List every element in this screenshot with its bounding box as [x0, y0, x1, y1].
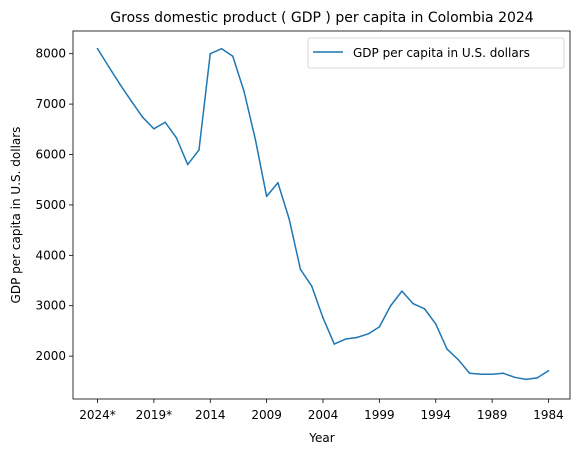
x-axis-label: Year — [308, 431, 334, 445]
data-point — [198, 149, 200, 151]
x-tick-label: 2009 — [251, 408, 282, 422]
x-tick-label: 2024* — [79, 408, 116, 422]
plot-area — [72, 30, 571, 400]
data-point — [232, 55, 234, 58]
data-point — [344, 338, 347, 340]
data-point — [175, 137, 178, 139]
y-tick-label: 4000 — [35, 248, 66, 262]
data-point — [446, 348, 448, 350]
x-tick-label: 1994 — [420, 408, 451, 422]
data-point — [299, 268, 302, 271]
data-point — [164, 121, 166, 124]
data-point — [130, 100, 133, 102]
data-point — [412, 302, 415, 305]
data-point — [153, 127, 155, 130]
data-point — [209, 52, 212, 55]
data-point — [310, 285, 313, 287]
data-point — [367, 333, 369, 335]
data-point — [513, 376, 516, 379]
y-axis-label: GDP per capita in U.S. dollars — [9, 127, 23, 304]
x-axis: 2024* 2019* 2014 2009 2004 1999 1994 1989 1984 — [79, 399, 564, 422]
data-point — [254, 138, 257, 141]
y-tick-label: 8000 — [35, 47, 66, 61]
x-tick-label: 2014 — [195, 408, 226, 422]
data-point — [389, 304, 392, 307]
legend: GDP per capita in U.S. dollars — [307, 37, 565, 69]
y-tick-label: 2000 — [35, 349, 66, 363]
data-point — [536, 377, 539, 379]
data-point — [96, 47, 99, 50]
data-point — [401, 290, 403, 292]
data-point — [468, 372, 471, 375]
x-tick-label: 1999 — [364, 408, 395, 422]
data-point — [356, 336, 358, 339]
y-tick-label: 7000 — [35, 97, 66, 111]
x-tick-label: 1989 — [477, 408, 508, 422]
y-tick-label: 3000 — [35, 299, 66, 313]
data-point — [457, 358, 460, 361]
data-point — [525, 378, 527, 381]
data-point — [378, 326, 381, 328]
data-point — [547, 369, 550, 372]
data-point — [502, 372, 505, 375]
legend-box — [307, 37, 565, 69]
data-point — [480, 373, 482, 376]
data-point — [288, 218, 290, 220]
y-axis: 2000 3000 4000 5000 6000 7000 8000 — [35, 47, 73, 363]
y-tick-label: 6000 — [35, 148, 66, 162]
data-point — [322, 317, 324, 319]
data-point — [277, 181, 279, 184]
legend-label: GDP per capita in U.S. dollars — [353, 46, 530, 60]
x-tick-label: 2019* — [136, 408, 173, 422]
data-point — [141, 116, 144, 119]
data-points — [96, 47, 550, 381]
data-point — [333, 343, 336, 345]
x-tick-label: 1984 — [533, 408, 564, 422]
data-point — [434, 323, 437, 325]
x-tick-label: 2004 — [308, 408, 339, 422]
data-point — [491, 373, 493, 376]
data-point — [220, 47, 223, 50]
data-point — [186, 163, 189, 166]
chart-title: Gross domestic product ( GDP ) per capit… — [110, 10, 534, 26]
data-point — [423, 307, 426, 310]
data-point — [119, 83, 121, 86]
data-point — [243, 90, 245, 93]
y-tick-label: 5000 — [35, 198, 66, 212]
data-point — [107, 65, 110, 68]
data-point — [265, 195, 268, 198]
